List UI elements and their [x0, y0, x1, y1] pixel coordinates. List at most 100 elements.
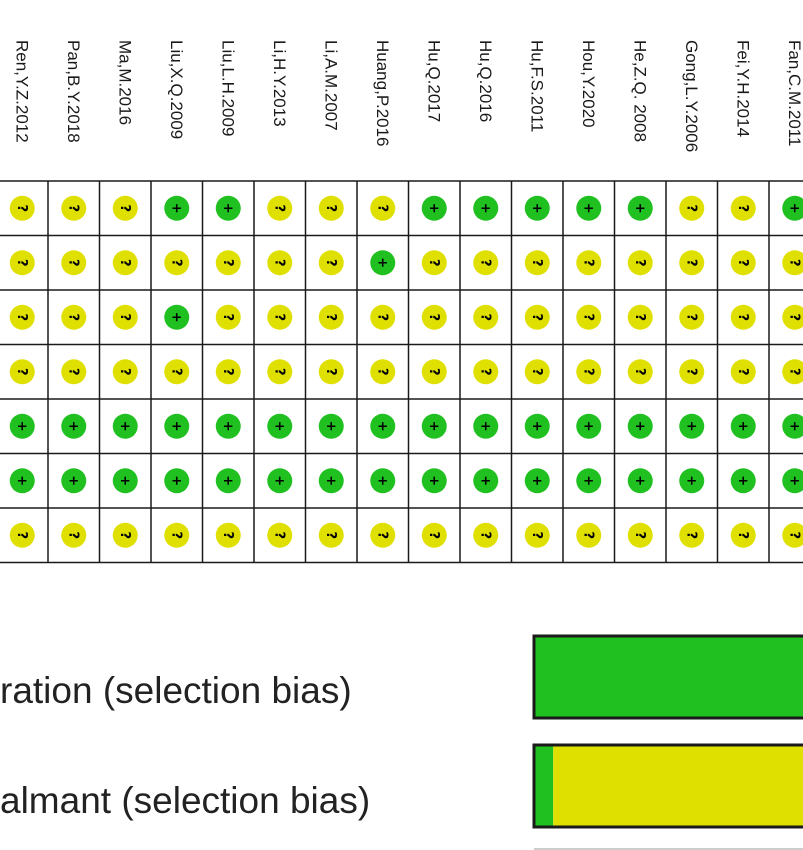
svg-text:?: ? — [632, 368, 647, 376]
unclear-risk-symbol: ? — [9, 304, 35, 330]
low-risk-symbol: + — [679, 468, 705, 494]
low-risk-symbol: + — [112, 468, 138, 494]
svg-text:?: ? — [65, 259, 80, 267]
svg-text:?: ? — [735, 313, 750, 321]
svg-text:?: ? — [374, 313, 389, 321]
unclear-risk-symbol: ? — [318, 359, 344, 385]
svg-text:?: ? — [323, 313, 338, 321]
svg-text:?: ? — [735, 259, 750, 267]
svg-text:+: + — [735, 475, 750, 486]
low-risk-symbol: + — [370, 250, 396, 276]
unclear-risk-symbol: ? — [112, 195, 138, 221]
low-risk-symbol: + — [730, 468, 756, 494]
svg-text:?: ? — [65, 368, 80, 376]
svg-text:?: ? — [14, 313, 29, 321]
unclear-risk-symbol: ? — [782, 304, 803, 330]
unclear-risk-symbol: ? — [112, 304, 138, 330]
svg-text:+: + — [117, 421, 132, 432]
unclear-risk-symbol: ? — [524, 250, 550, 276]
low-risk-symbol: + — [370, 413, 396, 439]
svg-text:?: ? — [323, 531, 338, 539]
svg-text:+: + — [632, 475, 647, 486]
low-risk-symbol: + — [473, 413, 499, 439]
svg-text:+: + — [786, 475, 801, 486]
unclear-risk-symbol: ? — [627, 304, 653, 330]
unclear-risk-symbol: ? — [576, 359, 602, 385]
unclear-risk-symbol: ? — [421, 359, 447, 385]
unclear-risk-symbol: ? — [524, 522, 550, 548]
unclear-risk-symbol: ? — [61, 250, 87, 276]
svg-text:?: ? — [632, 313, 647, 321]
unclear-risk-symbol: ? — [9, 359, 35, 385]
svg-text:?: ? — [683, 531, 698, 539]
low-risk-symbol: + — [421, 195, 447, 221]
low-risk-symbol: + — [164, 468, 190, 494]
grid — [0, 180, 803, 564]
study-label: Hu,Q.2016 — [476, 40, 495, 122]
svg-text:+: + — [786, 203, 801, 214]
unclear-risk-symbol: ? — [473, 250, 499, 276]
study-label: Fei,Y.H.2014 — [733, 40, 752, 137]
unclear-risk-symbol: ? — [627, 250, 653, 276]
low-risk-symbol: + — [267, 468, 293, 494]
svg-text:+: + — [14, 475, 29, 486]
unclear-risk-symbol: ? — [576, 522, 602, 548]
svg-text:?: ? — [323, 259, 338, 267]
unclear-risk-symbol: ? — [524, 359, 550, 385]
svg-text:+: + — [323, 475, 338, 486]
unclear-risk-symbol: ? — [679, 195, 705, 221]
svg-text:?: ? — [271, 259, 286, 267]
svg-text:?: ? — [65, 531, 80, 539]
svg-text:?: ? — [323, 368, 338, 376]
study-labels: Ren,Y.Z.2012 Pan,B.Y.2018 Ma,M.2016 Liu,X.Q… — [12, 40, 803, 152]
svg-text:?: ? — [477, 368, 492, 376]
svg-text:+: + — [683, 475, 698, 486]
svg-text:+: + — [65, 421, 80, 432]
svg-text:?: ? — [426, 313, 441, 321]
low-risk-symbol: + — [318, 468, 344, 494]
low-risk-symbol: + — [627, 195, 653, 221]
unclear-risk-symbol: ? — [627, 522, 653, 548]
svg-text:+: + — [117, 475, 132, 486]
unclear-risk-symbol: ? — [370, 522, 396, 548]
low-risk-symbol: + — [627, 468, 653, 494]
summary-section: ration (selection bias) almant (selection… — [0, 634, 803, 850]
low-risk-symbol: + — [627, 413, 653, 439]
unclear-risk-symbol: ? — [318, 522, 344, 548]
unclear-risk-symbol: ? — [9, 195, 35, 221]
summary-bar-low-risk — [534, 745, 554, 827]
unclear-risk-symbol: ? — [215, 359, 241, 385]
svg-text:?: ? — [271, 204, 286, 212]
svg-text:+: + — [374, 421, 389, 432]
svg-text:?: ? — [580, 531, 595, 539]
low-risk-symbol: + — [164, 195, 190, 221]
svg-text:?: ? — [477, 531, 492, 539]
low-risk-symbol: + — [576, 468, 602, 494]
svg-text:+: + — [65, 475, 80, 486]
unclear-risk-symbol: ? — [267, 195, 293, 221]
unclear-risk-symbol: ? — [370, 359, 396, 385]
low-risk-symbol: + — [267, 413, 293, 439]
unclear-risk-symbol: ? — [679, 359, 705, 385]
unclear-risk-symbol: ? — [524, 304, 550, 330]
low-risk-symbol: + — [61, 413, 87, 439]
svg-text:+: + — [220, 203, 235, 214]
svg-text:?: ? — [168, 368, 183, 376]
study-label: Huang,P.2016 — [373, 40, 392, 147]
study-label: Liu,X.Q.2009 — [167, 40, 186, 139]
svg-text:+: + — [632, 203, 647, 214]
unclear-risk-symbol: ? — [267, 359, 293, 385]
low-risk-symbol: + — [782, 468, 803, 494]
svg-text:?: ? — [786, 531, 801, 539]
svg-text:?: ? — [735, 531, 750, 539]
svg-text:?: ? — [220, 368, 235, 376]
svg-text:?: ? — [477, 313, 492, 321]
unclear-risk-symbol: ? — [164, 250, 190, 276]
study-label: Liu,L.H.2009 — [218, 40, 237, 136]
svg-text:?: ? — [168, 259, 183, 267]
unclear-risk-symbol: ? — [9, 250, 35, 276]
unclear-risk-symbol: ? — [61, 522, 87, 548]
svg-text:+: + — [683, 421, 698, 432]
low-risk-symbol: + — [61, 468, 87, 494]
